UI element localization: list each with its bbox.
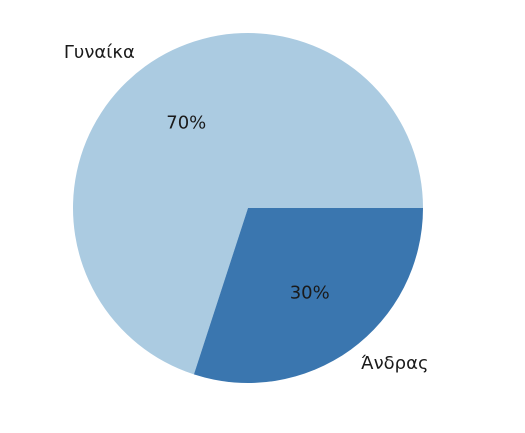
pie-slices [73,33,423,383]
pie-category-label-1: Άνδρας [361,353,428,374]
pie-category-label-0: Γυναίκα [64,42,135,63]
pie-pct-label-1: 30% [290,282,330,303]
pie-pct-label-0: 70% [166,113,206,134]
